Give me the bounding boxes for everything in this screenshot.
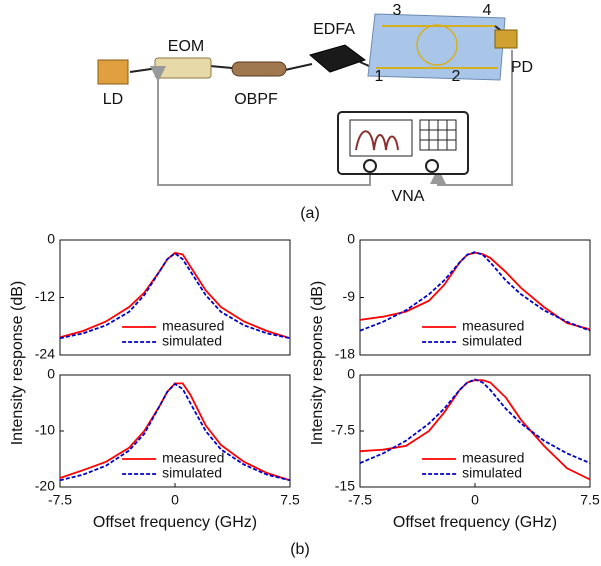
legend-label: measured bbox=[462, 318, 524, 334]
label-pd: PD bbox=[511, 59, 533, 76]
chip bbox=[367, 13, 506, 81]
edfa-device bbox=[308, 44, 367, 73]
obpf-device bbox=[231, 61, 287, 77]
y-tick-label: -10 bbox=[35, 422, 55, 438]
legend-label: simulated bbox=[162, 333, 222, 349]
data-line bbox=[59, 382, 291, 482]
x-tick-label: -7.5 bbox=[48, 492, 72, 508]
x-tick-label: 0 bbox=[471, 492, 479, 508]
data-line bbox=[59, 251, 291, 340]
x-tick-label: 0 bbox=[171, 492, 179, 508]
x-axis-label: Offset frequency (GHz) bbox=[93, 514, 257, 531]
eom-device bbox=[154, 57, 212, 79]
y-tick-label: -9 bbox=[343, 288, 356, 304]
data-line bbox=[359, 251, 591, 332]
pd-device bbox=[494, 29, 518, 49]
legend-label: measured bbox=[162, 450, 224, 466]
legend-label: measured bbox=[462, 450, 524, 466]
y-tick-label: 0 bbox=[47, 366, 55, 382]
data-line bbox=[59, 252, 291, 340]
y-tick-label: -12 bbox=[35, 288, 55, 304]
y-tick-label: 0 bbox=[47, 231, 55, 247]
legend-label: measured bbox=[162, 318, 224, 334]
legend-label: simulated bbox=[462, 333, 522, 349]
caption-a: (a) bbox=[300, 205, 320, 222]
label-edfa: EDFA bbox=[313, 21, 355, 38]
y-axis-label: Intensity response (dB) bbox=[9, 281, 26, 446]
label-port3: 3 bbox=[393, 2, 402, 19]
setup-diagram: LD EOM OBPF EDFA 3 4 1 2 PD VNA (a) bbox=[97, 2, 533, 222]
x-tick-label: -7.5 bbox=[348, 492, 372, 508]
y-tick-label: 0 bbox=[347, 231, 355, 247]
ld-device bbox=[97, 59, 129, 85]
legend-label: simulated bbox=[462, 465, 522, 481]
label-vna: VNA bbox=[392, 188, 425, 205]
data-line bbox=[359, 378, 591, 464]
y-axis-label: Intensity response (dB) bbox=[309, 281, 326, 446]
legend-label: simulated bbox=[162, 465, 222, 481]
label-port2: 2 bbox=[452, 68, 461, 85]
y-tick-label: -15 bbox=[335, 478, 355, 494]
x-tick-label: 7.5 bbox=[580, 492, 600, 508]
label-eom: EOM bbox=[168, 38, 204, 55]
y-tick-label: -18 bbox=[335, 346, 355, 362]
y-tick-label: 0 bbox=[347, 366, 355, 382]
label-port4: 4 bbox=[483, 2, 492, 19]
y-tick-label: -24 bbox=[35, 346, 55, 362]
x-tick-label: 7.5 bbox=[280, 492, 300, 508]
y-tick-label: -7.5 bbox=[331, 422, 355, 438]
label-ld: LD bbox=[103, 91, 123, 108]
x-axis-label: Offset frequency (GHz) bbox=[393, 514, 557, 531]
label-obpf: OBPF bbox=[234, 91, 278, 108]
label-port1: 1 bbox=[375, 68, 384, 85]
caption-b: (b) bbox=[290, 541, 310, 558]
y-tick-label: -20 bbox=[35, 478, 55, 494]
